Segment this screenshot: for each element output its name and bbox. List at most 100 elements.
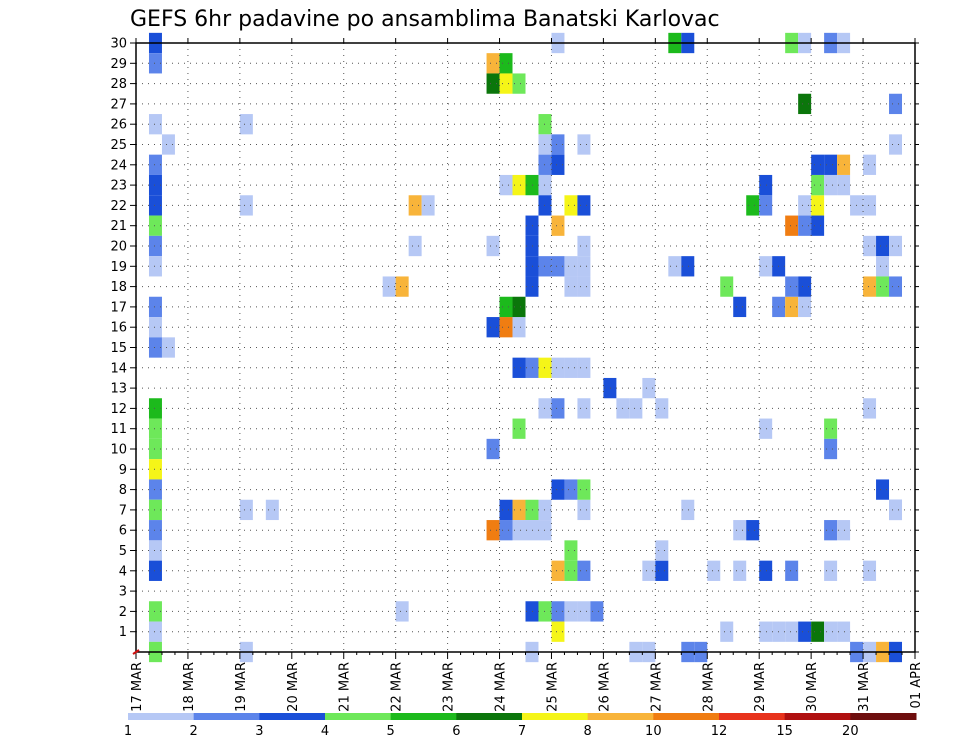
heatmap-cell	[148, 398, 162, 419]
heatmap-cell	[642, 377, 656, 399]
heatmap-cell	[824, 621, 838, 642]
heatmap-cell	[512, 174, 526, 196]
heatmap-cell	[785, 560, 799, 581]
legend-swatch	[784, 713, 851, 720]
heatmap-cell	[733, 520, 747, 541]
y-tick-label: 25	[110, 138, 127, 153]
y-tick-label: 15	[110, 341, 127, 356]
heatmap-cell	[889, 276, 903, 297]
heatmap-cell	[408, 195, 422, 216]
heatmap-cell	[811, 621, 825, 642]
heatmap-cell	[148, 337, 162, 358]
heatmap-cell	[239, 114, 253, 135]
legend-swatch	[719, 713, 786, 720]
heatmap-cell	[148, 601, 162, 622]
heatmap-cell	[512, 73, 526, 94]
legend-swatch	[522, 713, 589, 720]
heatmap-cell	[564, 357, 578, 378]
heatmap-cell	[525, 276, 539, 297]
heatmap-cell	[551, 621, 565, 642]
heatmap-cell	[525, 357, 539, 378]
y-tick-label: 17	[110, 300, 127, 315]
heatmap-cell	[746, 195, 760, 216]
legend-swatch	[456, 713, 523, 720]
heatmap-cell	[785, 296, 799, 318]
heatmap-cell	[863, 276, 877, 297]
x-tick-label: 28 MAR	[701, 662, 716, 712]
heatmap-cell	[564, 601, 578, 622]
heatmap-cell	[824, 154, 838, 175]
heatmap-cell	[499, 73, 513, 94]
heatmap-cell	[590, 601, 604, 622]
legend-swatch	[850, 713, 917, 720]
y-tick-label: 24	[110, 158, 127, 173]
heatmap-cell	[486, 438, 500, 460]
y-tick-label: 28	[110, 77, 127, 92]
heatmap-cell	[733, 560, 747, 581]
heatmap-cell	[525, 235, 539, 257]
heatmap-cell	[577, 256, 591, 277]
heatmap-cell	[811, 215, 825, 236]
heatmap-cell	[655, 398, 669, 419]
y-tick-label: 3	[119, 585, 127, 600]
heatmap-cell	[655, 560, 669, 581]
heatmap-cell	[863, 154, 877, 175]
legend-swatch	[128, 713, 195, 720]
x-tick-label: 18 MAR	[182, 662, 197, 712]
heatmap-cell	[577, 276, 591, 297]
chart-title: GEFS 6hr padavine po ansamblima Banatski…	[130, 7, 720, 32]
heatmap-cell	[798, 215, 812, 236]
heatmap-cell	[824, 418, 838, 439]
heatmap-cell	[512, 317, 526, 338]
y-tick-label: 30	[110, 37, 127, 52]
y-tick-label: 20	[110, 240, 127, 255]
heatmap-cell	[759, 256, 773, 277]
heatmap-cell	[551, 215, 565, 236]
heatmap-cell	[889, 134, 903, 155]
heatmap-cell	[876, 479, 890, 500]
legend-label: 7	[518, 724, 526, 739]
heatmap-cell	[564, 276, 578, 297]
heatmap-cell	[798, 621, 812, 642]
heatmap-cell	[239, 195, 253, 216]
heatmap-cell	[499, 317, 513, 338]
heatmap-cell	[551, 398, 565, 419]
heatmap-cell	[759, 418, 773, 439]
heatmap-cell	[863, 560, 877, 581]
heatmap-cell	[395, 276, 409, 297]
legend-swatch	[259, 713, 326, 720]
heatmap-cell	[564, 256, 578, 277]
heatmap-cell	[512, 418, 526, 439]
heatmap-cell	[837, 520, 851, 541]
origin-marker	[132, 649, 140, 655]
heatmap-cell	[707, 560, 721, 581]
heatmap-cell	[577, 601, 591, 622]
heatmap-cell	[525, 174, 539, 196]
heatmap-cell	[421, 195, 435, 216]
heatmap-cell	[603, 377, 617, 399]
heatmap-cell	[512, 357, 526, 378]
heatmap-cell	[148, 174, 162, 196]
heatmap-cell	[798, 296, 812, 318]
heatmap-cell	[837, 621, 851, 642]
x-tick-label: 20 MAR	[286, 662, 301, 712]
heatmap-cell	[577, 398, 591, 419]
heatmap-cell	[837, 154, 851, 175]
legend-swatch	[390, 713, 457, 720]
heatmap-cell	[148, 154, 162, 175]
heatmap-cell	[512, 296, 526, 318]
x-tick-label: 31 MAR	[857, 662, 872, 712]
heatmap-cell	[161, 337, 175, 358]
heatmap-cell	[681, 256, 695, 277]
heatmap-cell	[148, 621, 162, 642]
legend-swatch	[587, 713, 654, 720]
heatmap-cell	[148, 215, 162, 236]
legend-label: 3	[255, 724, 263, 739]
legend-label: 6	[452, 724, 460, 739]
x-tick-label: 01 APR	[909, 662, 924, 708]
heatmap-cell	[876, 276, 890, 297]
legend-swatch	[653, 713, 720, 720]
heatmap-cell	[551, 479, 565, 500]
heatmap-cell	[512, 499, 526, 521]
